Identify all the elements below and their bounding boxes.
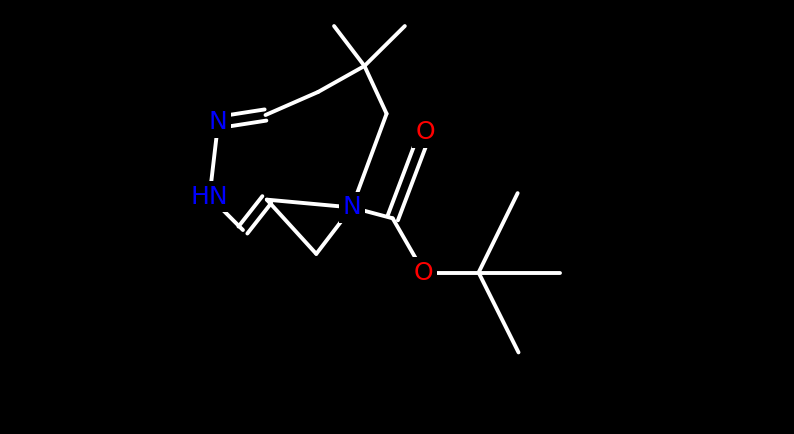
Text: N: N <box>209 110 228 135</box>
Text: HN: HN <box>191 184 229 209</box>
Text: O: O <box>415 120 435 145</box>
Text: O: O <box>414 260 434 285</box>
Text: N: N <box>342 195 361 220</box>
